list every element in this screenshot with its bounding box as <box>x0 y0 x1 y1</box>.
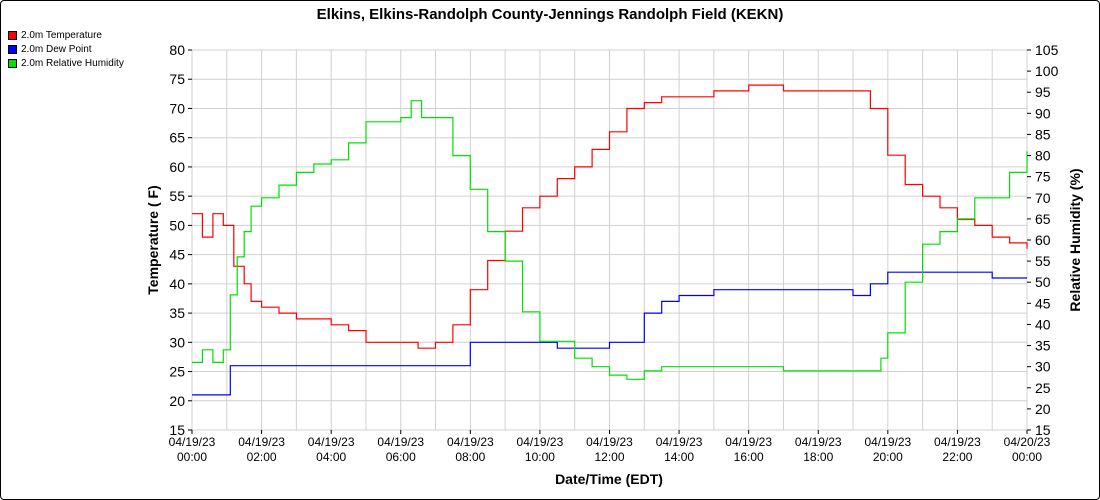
left-tick-label: 55 <box>169 188 185 204</box>
x-tick-time: 16:00 <box>734 450 764 464</box>
dew-point-line <box>192 271 1027 396</box>
left-tick-label: 60 <box>169 159 185 175</box>
x-tick-date: 04/19/23 <box>447 435 494 449</box>
left-tick-label: 75 <box>169 71 185 87</box>
x-tick-date: 04/19/23 <box>586 435 633 449</box>
right-tick-label: 60 <box>1035 232 1051 248</box>
x-tick-time: 20:00 <box>873 450 903 464</box>
x-tick-date: 04/19/23 <box>795 435 842 449</box>
x-axis-ticks: 04/19/2300:0004/19/2302:0004/19/2304:000… <box>169 430 1051 464</box>
left-axis-ticks: 15 20 25 30 35 40 45 50 55 60 65 70 75 80 <box>169 42 192 438</box>
right-tick-label: 40 <box>1035 316 1051 332</box>
right-tick-label: 65 <box>1035 211 1051 227</box>
x-tick-time: 02:00 <box>247 450 277 464</box>
x-tick-date: 04/19/23 <box>934 435 981 449</box>
chart-legend: 2.0m Temperature 2.0m Dew Point 2.0m Rel… <box>8 28 124 70</box>
right-tick-label: 70 <box>1035 190 1051 206</box>
right-tick-label: 45 <box>1035 295 1051 311</box>
x-tick-time: 08:00 <box>455 450 485 464</box>
right-axis-ticks: 15 20 25 30 35 40 45 50 55 60 65 70 75 80 85 90 95 100 105 <box>1027 42 1059 438</box>
left-tick-label: 15 <box>169 422 185 438</box>
right-tick-label: 90 <box>1035 105 1051 121</box>
right-tick-label: 80 <box>1035 148 1051 164</box>
legend-swatch-relative-humidity <box>8 58 17 68</box>
x-tick-time: 00:00 <box>177 450 207 464</box>
relative-humidity-line <box>192 100 1028 380</box>
legend-swatch-dew-point <box>8 44 17 54</box>
chart-title: Elkins, Elkins-Randolph County-Jennings … <box>317 6 784 23</box>
y-axis-label-left: Temperature ( F) <box>145 185 161 294</box>
x-tick-date: 04/19/23 <box>725 435 772 449</box>
x-tick-date: 04/19/23 <box>308 435 355 449</box>
left-tick-label: 45 <box>169 247 185 263</box>
legend-label-relative-humidity: 2.0m Relative Humidity <box>21 57 124 69</box>
legend-swatch-temperature <box>8 30 17 40</box>
y-axis-label-right: Relative Humidity (%) <box>1067 168 1083 311</box>
x-tick-date: 04/19/23 <box>377 435 424 449</box>
x-tick-date: 04/19/23 <box>517 435 564 449</box>
left-tick-label: 35 <box>169 305 185 321</box>
x-tick-date: 04/20/23 <box>1004 435 1051 449</box>
x-tick-time: 00:00 <box>1012 450 1042 464</box>
grid-lines <box>191 49 1028 431</box>
right-tick-label: 50 <box>1035 274 1051 290</box>
legend-item-dew-point: 2.0m Dew Point <box>8 42 124 56</box>
left-tick-label: 50 <box>169 217 185 233</box>
x-tick-date: 04/19/23 <box>169 435 216 449</box>
left-tick-label: 65 <box>169 130 185 146</box>
x-tick-time: 06:00 <box>386 450 416 464</box>
x-tick-date: 04/19/23 <box>656 435 703 449</box>
left-tick-label: 20 <box>169 393 185 409</box>
right-tick-label: 100 <box>1035 63 1059 79</box>
x-tick-time: 12:00 <box>594 450 624 464</box>
left-tick-label: 25 <box>169 364 185 380</box>
temperature-line <box>192 84 1028 349</box>
series-layer <box>192 84 1028 396</box>
right-tick-label: 75 <box>1035 169 1051 185</box>
x-tick-time: 18:00 <box>803 450 833 464</box>
x-tick-time: 14:00 <box>664 450 694 464</box>
x-tick-time: 22:00 <box>942 450 972 464</box>
right-tick-label: 20 <box>1035 401 1051 417</box>
x-axis-label: Date/Time (EDT) <box>555 471 663 487</box>
right-tick-label: 95 <box>1035 84 1051 100</box>
right-tick-label: 55 <box>1035 253 1051 269</box>
x-tick-date: 04/19/23 <box>864 435 911 449</box>
left-tick-label: 30 <box>169 334 185 350</box>
legend-label-temperature: 2.0m Temperature <box>21 29 102 41</box>
right-tick-label: 25 <box>1035 380 1051 396</box>
legend-item-relative-humidity: 2.0m Relative Humidity <box>8 56 124 70</box>
legend-label-dew-point: 2.0m Dew Point <box>21 43 92 55</box>
left-tick-label: 80 <box>169 42 185 58</box>
x-tick-date: 04/19/23 <box>238 435 285 449</box>
right-tick-label: 105 <box>1035 42 1059 58</box>
right-tick-label: 15 <box>1035 422 1051 438</box>
left-tick-label: 70 <box>169 100 185 116</box>
legend-item-temperature: 2.0m Temperature <box>8 28 124 42</box>
x-tick-time: 10:00 <box>525 450 555 464</box>
left-tick-label: 40 <box>169 276 185 292</box>
right-tick-label: 85 <box>1035 126 1051 142</box>
right-tick-label: 35 <box>1035 338 1051 354</box>
right-tick-label: 30 <box>1035 359 1051 375</box>
x-tick-time: 04:00 <box>316 450 346 464</box>
